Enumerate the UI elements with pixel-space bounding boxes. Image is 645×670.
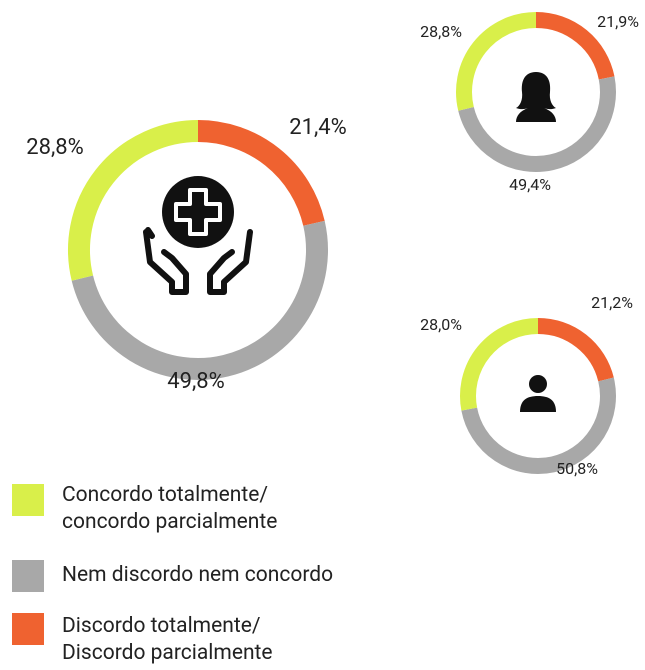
donut-segment bbox=[535, 12, 615, 80]
value-label: 49,8% bbox=[167, 369, 225, 394]
value-label: 21,4% bbox=[289, 115, 347, 140]
legend-swatch bbox=[12, 560, 44, 592]
legend-swatch bbox=[12, 484, 44, 516]
donut-segment bbox=[197, 120, 325, 227]
female-icon bbox=[516, 72, 556, 122]
donut-segment bbox=[456, 12, 537, 111]
donut-segment bbox=[458, 76, 616, 172]
health-icon bbox=[143, 176, 253, 295]
donut-segment bbox=[461, 377, 616, 474]
value-label: 28,0% bbox=[420, 315, 462, 334]
legend-label: Nem discordo nem concordo bbox=[62, 563, 334, 587]
legend-swatch bbox=[12, 613, 44, 645]
donut-segment bbox=[460, 318, 539, 411]
value-label: 21,2% bbox=[591, 293, 633, 312]
donut-segment bbox=[537, 318, 614, 382]
donut-segment bbox=[68, 120, 199, 281]
legend-label: Concordo totalmente/ concordo parcialmen… bbox=[62, 483, 278, 534]
value-label: 49,4% bbox=[509, 175, 551, 194]
male-icon bbox=[520, 375, 556, 412]
value-label: 28,8% bbox=[26, 135, 84, 160]
legend-label: Discordo totalmente/ Discordo parcialmen… bbox=[62, 614, 273, 665]
donut-segment bbox=[71, 220, 328, 380]
value-label: 50,8% bbox=[556, 459, 598, 478]
value-label: 21,9% bbox=[597, 12, 639, 31]
value-label: 28,8% bbox=[420, 22, 462, 41]
